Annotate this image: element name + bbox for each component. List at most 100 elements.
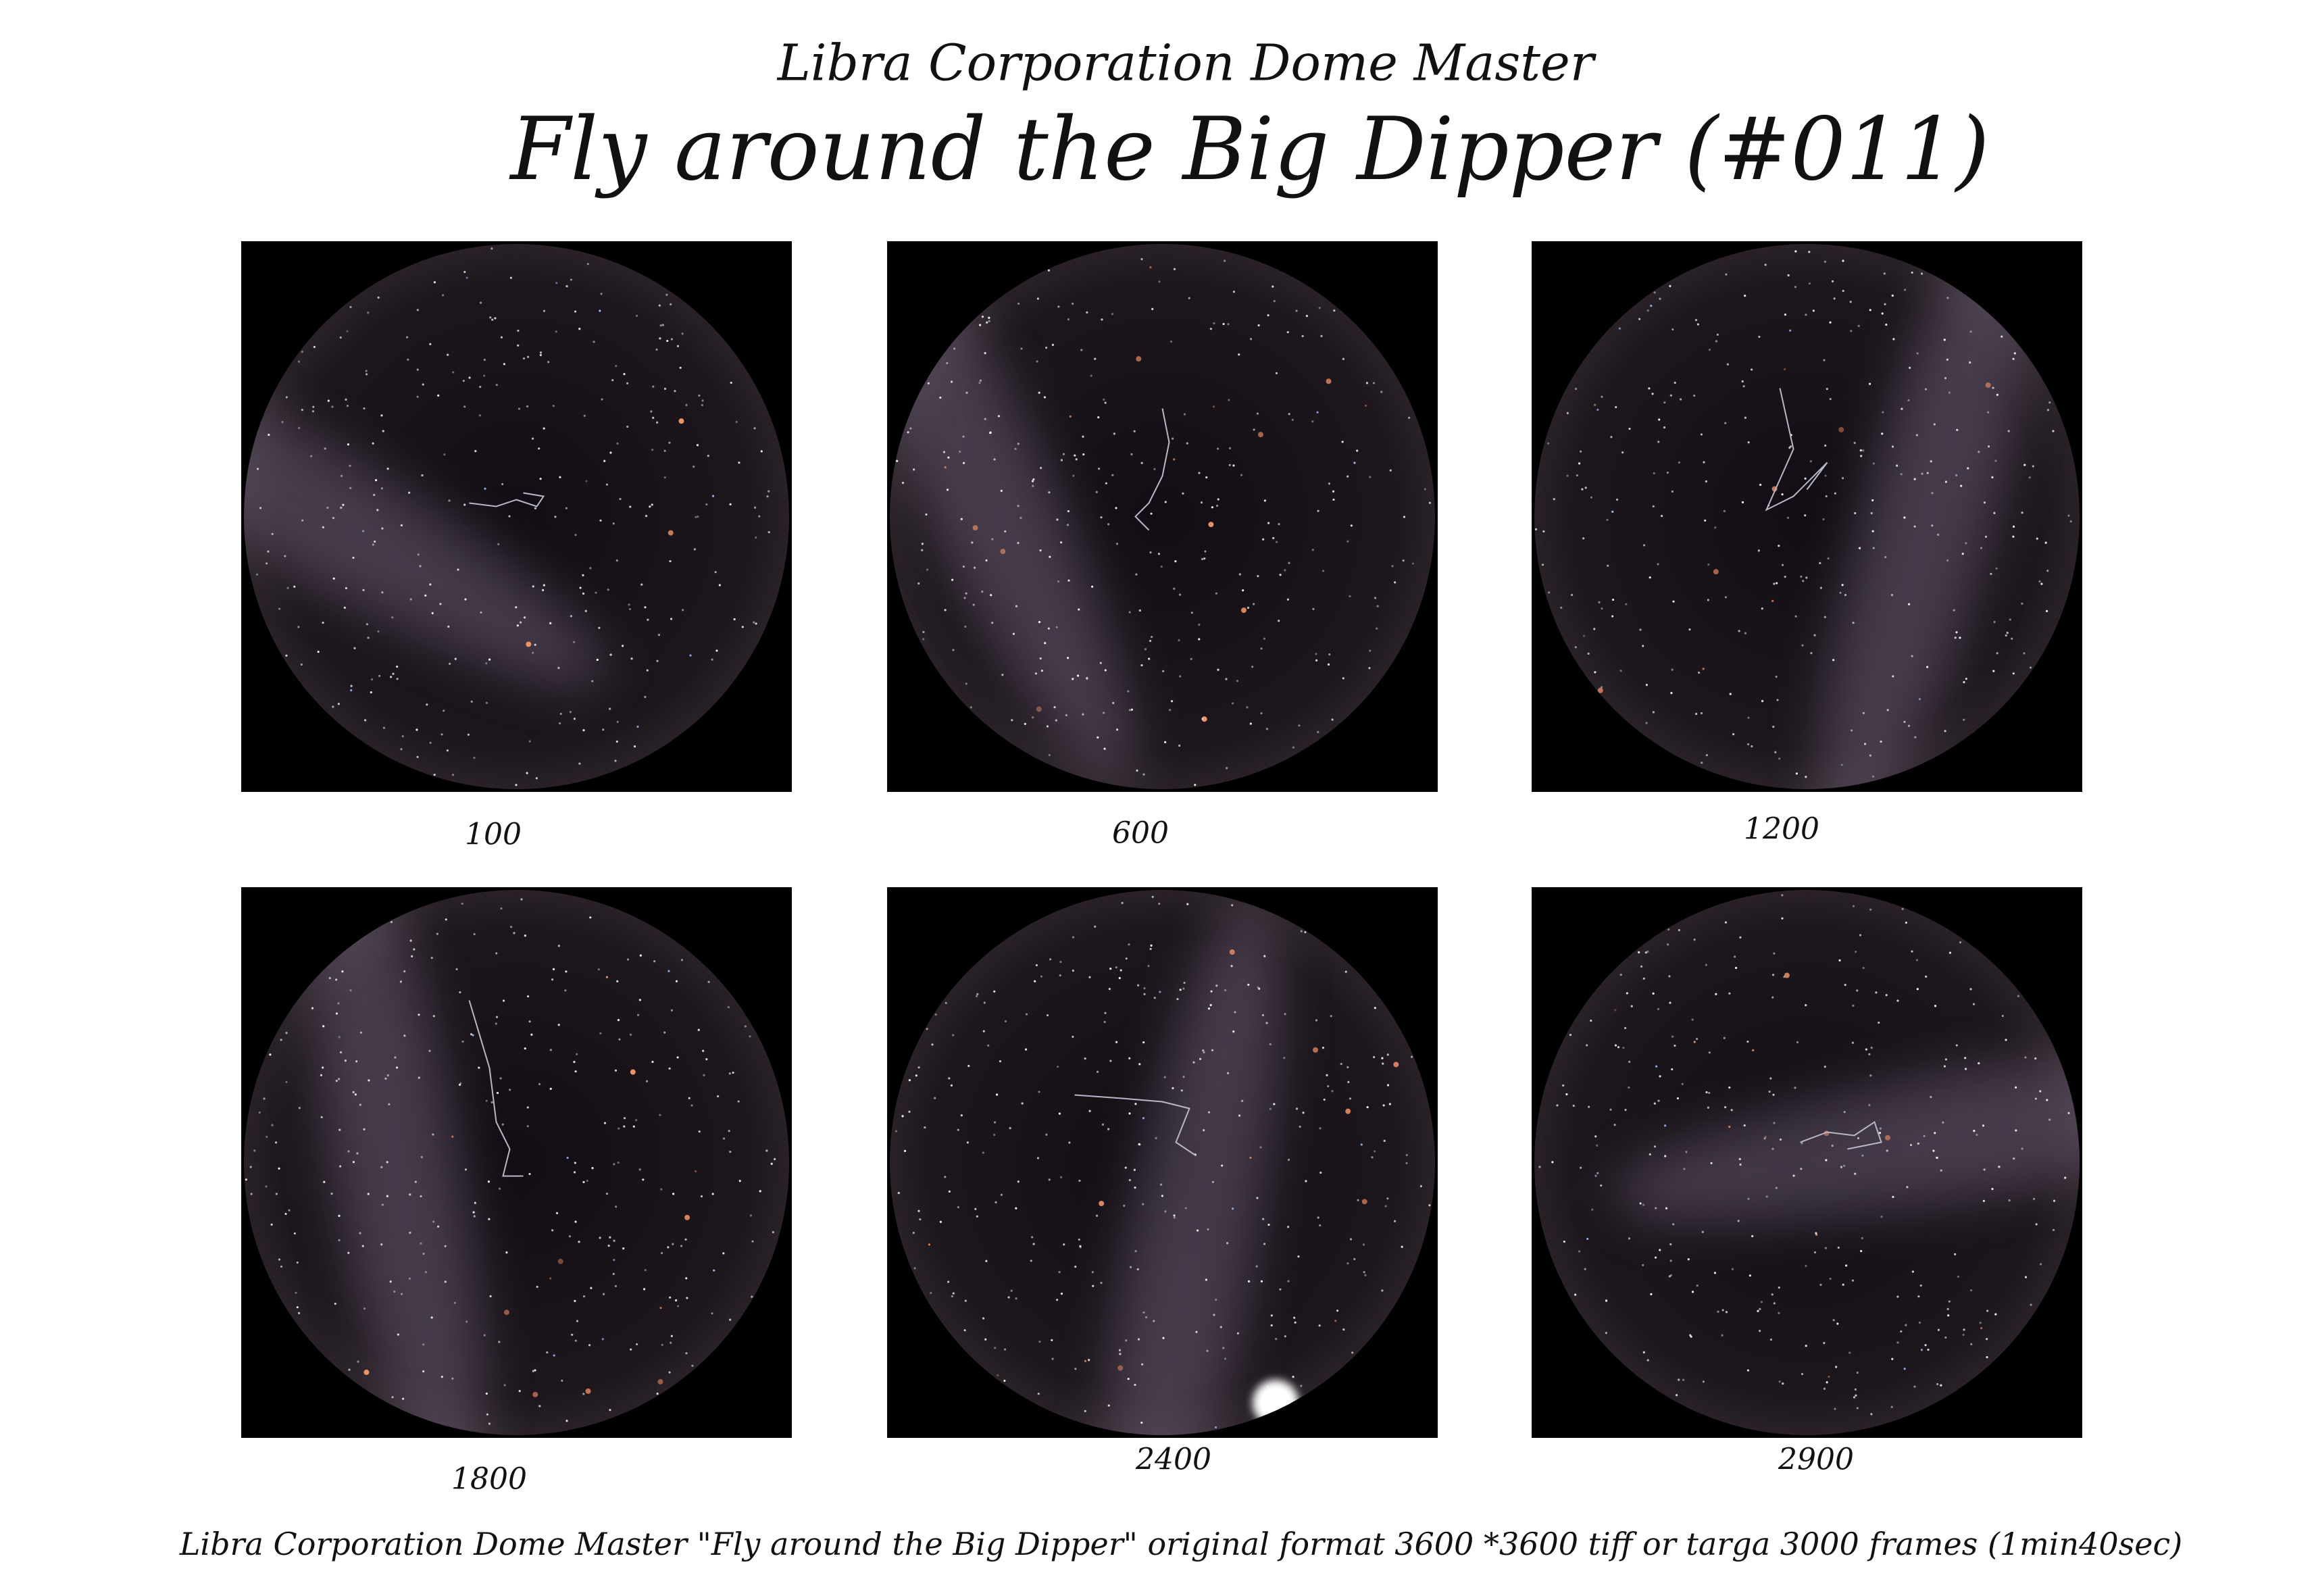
- star: [296, 1261, 299, 1264]
- star: [751, 1295, 753, 1298]
- star: [489, 316, 492, 319]
- star: [1226, 1242, 1229, 1245]
- star: [702, 1049, 705, 1052]
- star: [1173, 458, 1176, 461]
- star: [765, 1149, 768, 1152]
- star: [1836, 1322, 1839, 1325]
- star: [433, 281, 436, 284]
- star: [485, 1099, 488, 1102]
- star: [356, 1152, 359, 1155]
- star: [1823, 1066, 1826, 1068]
- star: [1079, 1245, 1082, 1247]
- star: [1973, 1130, 1976, 1132]
- star: [1628, 428, 1631, 430]
- star: [390, 676, 393, 678]
- star: [999, 1060, 1002, 1063]
- star: [1103, 747, 1106, 750]
- star: [1707, 563, 1710, 566]
- star: [1164, 501, 1167, 503]
- star: [1311, 420, 1314, 423]
- panel-label: 100: [465, 818, 522, 852]
- star: [617, 1162, 620, 1164]
- star: [1263, 637, 1266, 640]
- star: [599, 309, 601, 312]
- star: [1140, 1421, 1143, 1424]
- star: [286, 587, 289, 589]
- star: [1334, 1320, 1337, 1322]
- star: [1784, 972, 1790, 978]
- star: [347, 443, 350, 446]
- star: [331, 405, 334, 408]
- star: [569, 711, 572, 714]
- star: [1149, 266, 1152, 269]
- star: [1091, 1271, 1094, 1274]
- star: [344, 1059, 347, 1062]
- star: [735, 420, 738, 424]
- dome: [244, 890, 789, 1435]
- star: [1217, 498, 1219, 501]
- star: [1104, 669, 1107, 672]
- star: [1891, 445, 1894, 448]
- star: [1215, 984, 1218, 987]
- star: [1236, 1332, 1240, 1335]
- star: [1694, 319, 1698, 322]
- star: [1076, 674, 1080, 677]
- star: [1959, 637, 1961, 639]
- star: [1831, 280, 1834, 282]
- star: [1286, 598, 1290, 601]
- star: [1574, 646, 1577, 649]
- star: [1278, 620, 1280, 622]
- star: [557, 1258, 563, 1264]
- star: [1872, 547, 1875, 549]
- star: [1758, 335, 1761, 339]
- star: [411, 955, 413, 957]
- star: [1657, 563, 1659, 566]
- star: [419, 565, 422, 568]
- star: [449, 662, 451, 665]
- star: [2045, 609, 2048, 612]
- star: [1101, 1123, 1105, 1126]
- star: [589, 916, 592, 919]
- star: [552, 405, 555, 407]
- star: [711, 495, 715, 497]
- star: [696, 444, 699, 447]
- star: [420, 1195, 422, 1198]
- star: [1365, 382, 1369, 384]
- star: [1614, 1044, 1617, 1047]
- star: [1805, 314, 1807, 316]
- star: [473, 1215, 476, 1218]
- star: [1658, 418, 1661, 421]
- star: [1283, 1057, 1286, 1059]
- star: [1056, 518, 1059, 521]
- star: [926, 1028, 928, 1030]
- star: [737, 1100, 740, 1103]
- star: [1605, 1299, 1608, 1302]
- star: [269, 1053, 272, 1056]
- star: [1671, 328, 1674, 331]
- star: [352, 1161, 355, 1164]
- star: [896, 459, 899, 462]
- star: [685, 1352, 688, 1355]
- star: [1781, 894, 1784, 897]
- star: [946, 489, 949, 491]
- star: [1593, 628, 1596, 630]
- star: [1067, 579, 1070, 582]
- star: [1819, 562, 1821, 564]
- star: [1778, 1286, 1780, 1289]
- star: [1249, 1156, 1252, 1159]
- star: [539, 351, 543, 354]
- star: [1393, 1062, 1399, 1068]
- star: [582, 592, 585, 595]
- star: [962, 565, 965, 568]
- star: [1137, 1338, 1140, 1341]
- star: [663, 1031, 666, 1034]
- star: [1979, 1322, 1982, 1324]
- milky-way: [1612, 1047, 2080, 1224]
- star: [479, 385, 482, 389]
- star: [951, 578, 954, 581]
- star: [1272, 537, 1275, 539]
- star: [1940, 1384, 1942, 1387]
- star: [2023, 652, 2026, 655]
- star: [339, 336, 342, 339]
- star: [1123, 1204, 1126, 1207]
